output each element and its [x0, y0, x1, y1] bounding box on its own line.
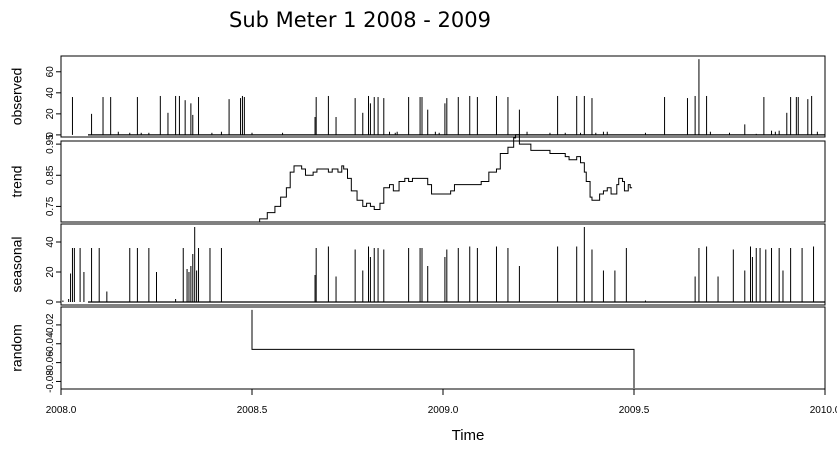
y-label-trend: trend — [9, 166, 25, 198]
y-tick-label-random: -0.04 — [45, 332, 56, 355]
y-tick-label-seasonal: 40 — [45, 236, 56, 248]
y-label-random: random — [9, 324, 25, 371]
panel-frame-observed — [60, 55, 826, 138]
x-axis-label: Time — [452, 427, 485, 444]
panel-frame-seasonal — [60, 223, 826, 306]
y-tick-label-observed: 0 — [45, 132, 56, 138]
y-tick-label-seasonal: 20 — [45, 266, 56, 278]
y-tick-label-trend: 0.75 — [45, 196, 56, 216]
y-tick-label-trend: 0.95 — [45, 134, 56, 154]
series-line-random — [251, 309, 635, 389]
y-tick-label-observed: 20 — [45, 108, 56, 120]
series-line-trend — [252, 134, 633, 223]
x-tick-label: 2008.0 — [46, 405, 77, 416]
chart-title: Sub Meter 1 2008 - 2009 — [229, 8, 491, 32]
x-tick-label: 2010.0 — [810, 405, 837, 416]
x-tick-label: 2009.0 — [428, 405, 459, 416]
x-tick-label: 2008.5 — [237, 405, 268, 416]
y-tick-label-seasonal: 0 — [45, 299, 56, 305]
x-tick-label: 2009.5 — [619, 405, 650, 416]
y-tick-label-observed: 40 — [45, 87, 56, 99]
y-label-observed: observed — [9, 68, 25, 126]
y-tick-label-random: -0.08 — [45, 370, 56, 393]
y-label-seasonal: seasonal — [9, 236, 25, 292]
panel-frame-random — [60, 306, 826, 390]
y-tick-label-trend: 0.85 — [45, 165, 56, 185]
panel-frame-trend — [60, 140, 826, 223]
y-tick-label-random: -0.02 — [45, 313, 56, 336]
y-tick-label-random: -0.06 — [45, 351, 56, 374]
y-tick-label-observed: 60 — [45, 66, 56, 78]
